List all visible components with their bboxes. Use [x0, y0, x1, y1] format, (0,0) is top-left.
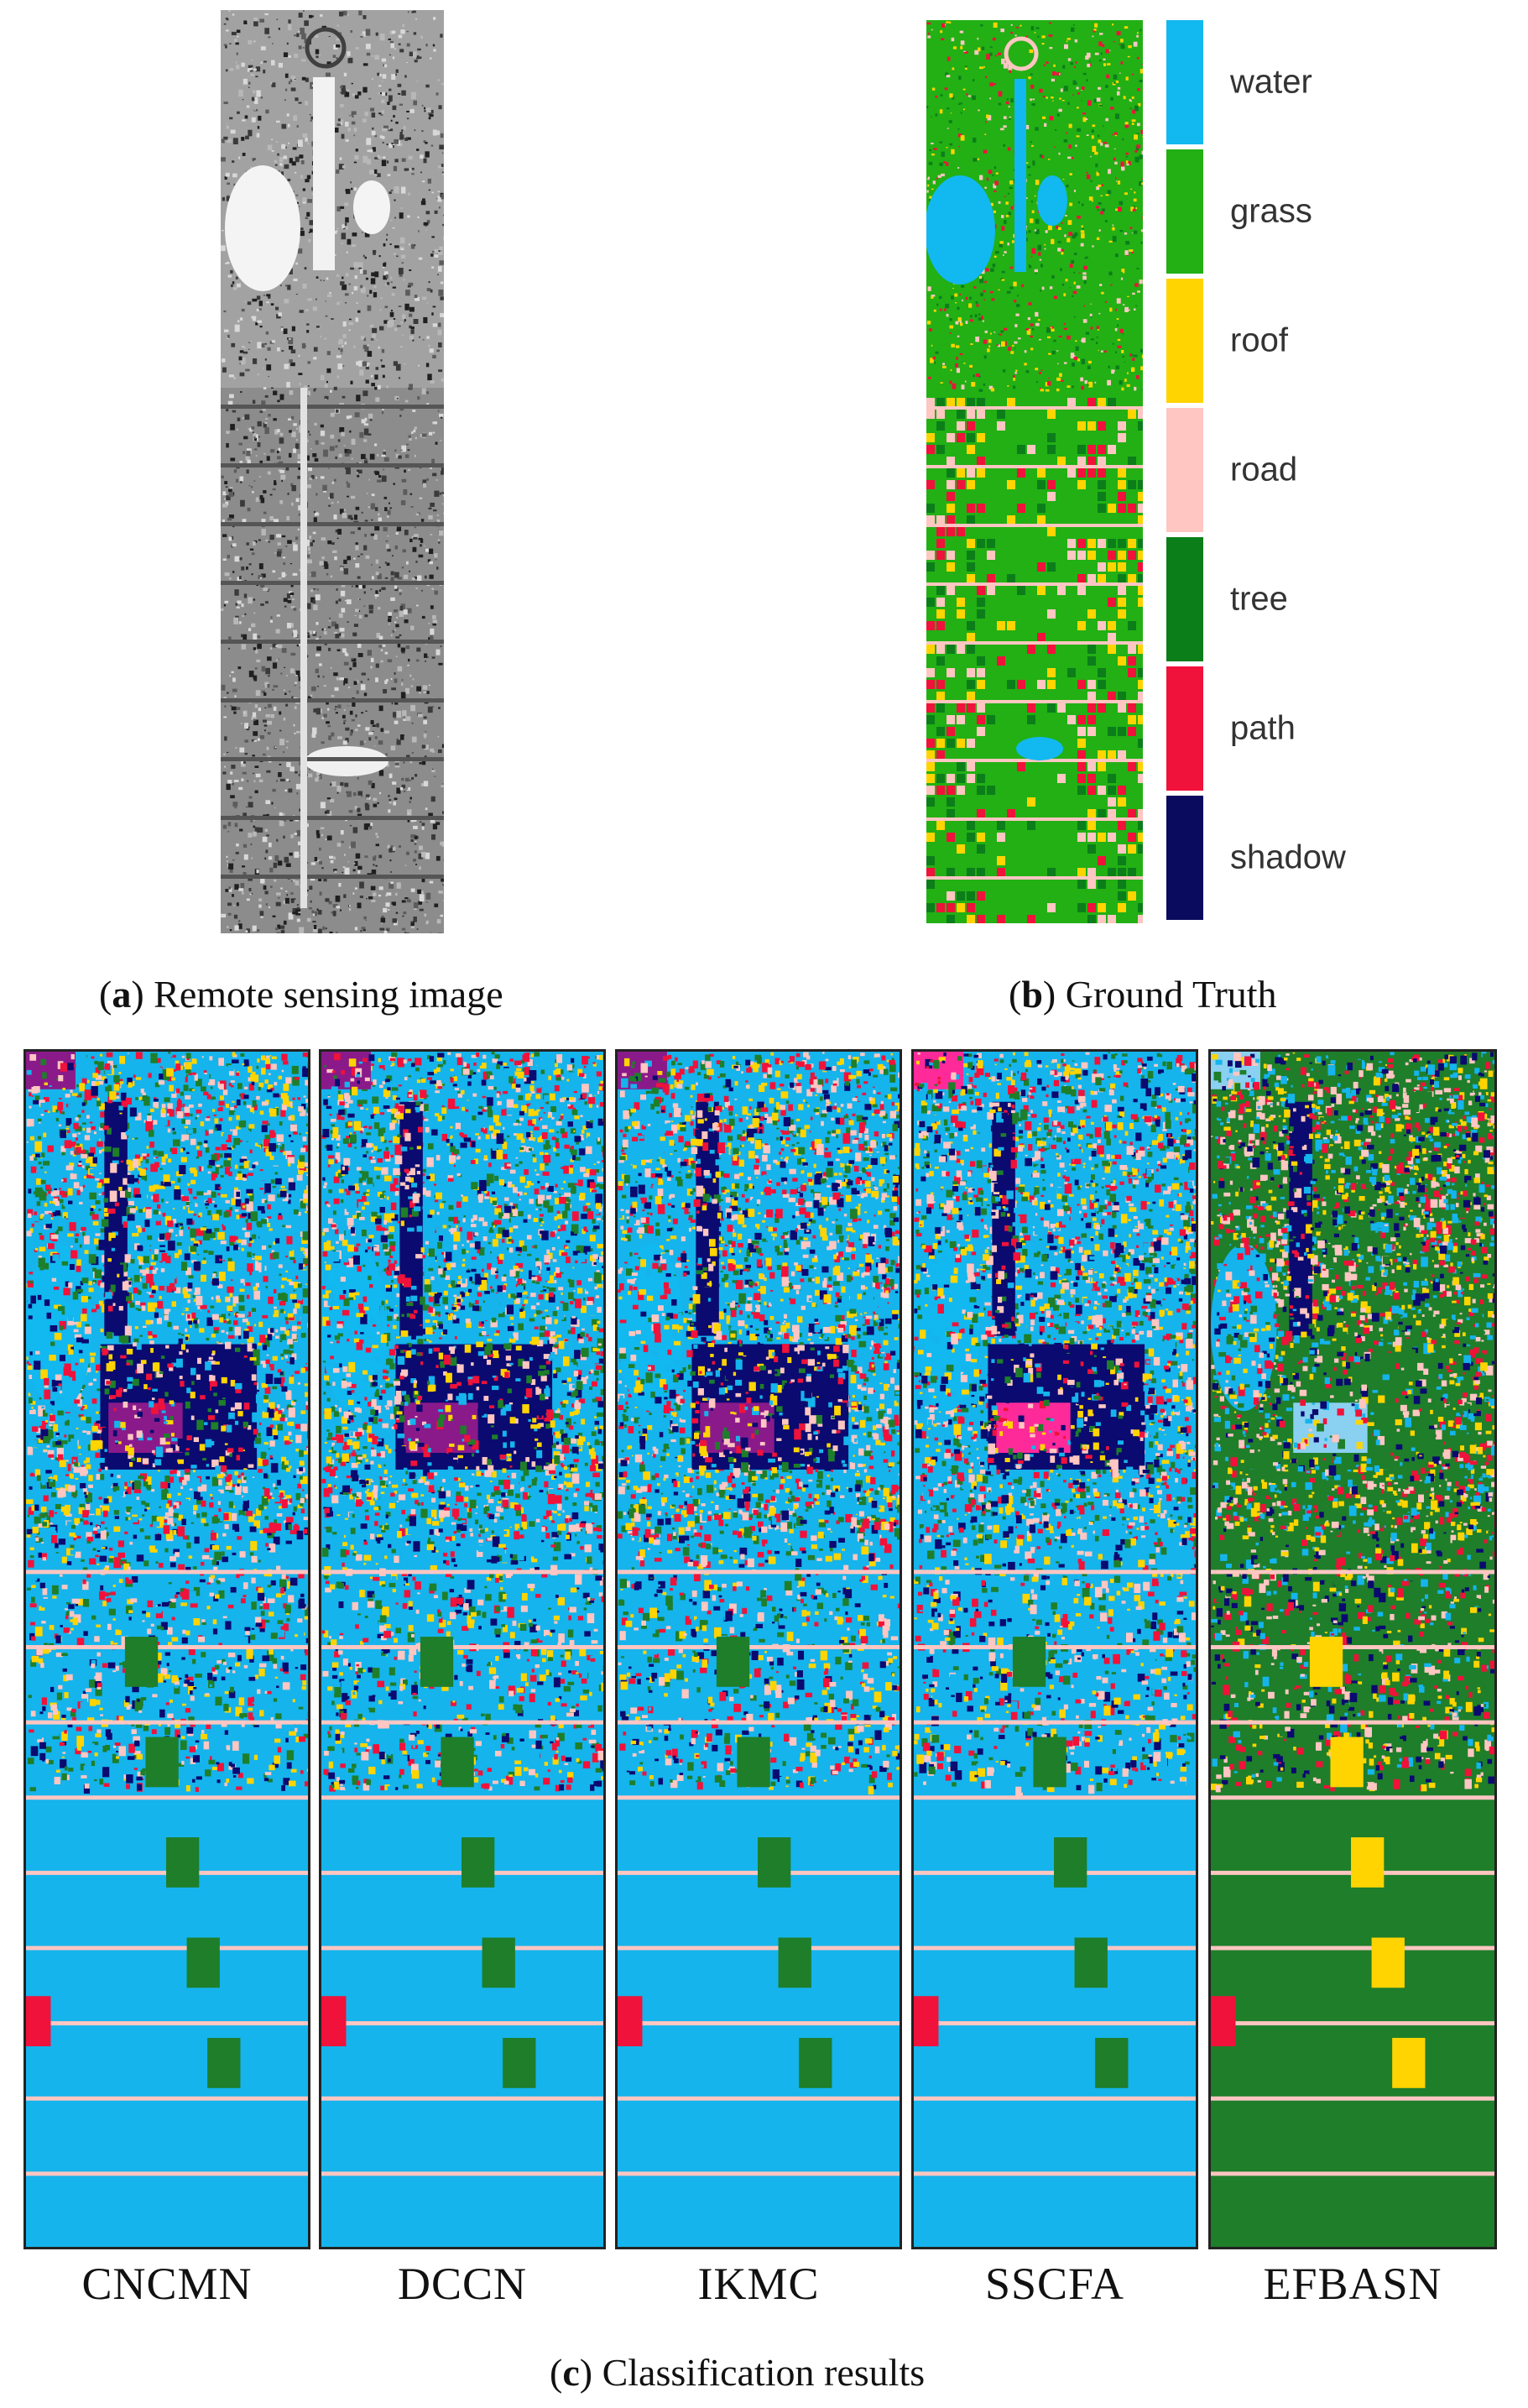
legend-item-shadow: shadow	[1166, 794, 1485, 922]
method-label-efbasn: EFBASN	[1210, 2258, 1495, 2310]
legend-label-roof: roof	[1230, 322, 1288, 360]
caption-b-letter: b	[1021, 973, 1043, 1016]
caption-c-letter: c	[562, 2351, 579, 2394]
legend-item-road: road	[1166, 406, 1485, 534]
ground-truth-map	[926, 20, 1143, 923]
method-label-sscfa: SSCFA	[912, 2258, 1197, 2310]
caption-a-text: Remote sensing image	[154, 973, 503, 1016]
legend-item-roof: roof	[1166, 277, 1485, 405]
result-map-dccn	[319, 1049, 606, 2249]
ground-truth-classification	[926, 20, 1143, 923]
legend-swatch-path	[1166, 666, 1203, 791]
caption-c-text: Classification results	[602, 2351, 926, 2394]
caption-c: (c) Classification results	[550, 2350, 925, 2395]
legend-swatch-grass	[1166, 149, 1203, 274]
legend-swatch-shadow	[1166, 796, 1203, 920]
legend-item-path: path	[1166, 665, 1485, 792]
result-map-cncmn	[23, 1049, 310, 2249]
legend-swatch-water	[1166, 20, 1203, 144]
method-label-cncmn: CNCMN	[24, 2258, 310, 2310]
legend-swatch-tree	[1166, 537, 1203, 661]
legend-swatch-road	[1166, 408, 1203, 532]
caption-b-text: Ground Truth	[1066, 973, 1277, 1016]
grayscale-aerial-image	[221, 10, 444, 933]
method-label-dccn: DCCN	[320, 2258, 605, 2310]
result-map-sscfa	[911, 1049, 1198, 2249]
legend-item-tree: tree	[1166, 535, 1485, 663]
result-map-sscfa-canvas	[914, 1052, 1196, 2247]
caption-a-letter: a	[112, 973, 131, 1016]
result-map-ikmc	[615, 1049, 902, 2249]
remote-sensing-image	[221, 10, 444, 933]
result-map-efbasn	[1208, 1049, 1497, 2249]
legend-label-water: water	[1230, 64, 1312, 102]
legend-label-path: path	[1230, 710, 1296, 748]
result-map-cncmn-canvas	[26, 1052, 308, 2247]
legend: water grass roof road tree path shadow	[1166, 18, 1485, 925]
legend-item-grass: grass	[1166, 148, 1485, 275]
result-map-dccn-canvas	[321, 1052, 603, 2247]
result-map-ikmc-canvas	[618, 1052, 900, 2247]
legend-label-tree: tree	[1230, 581, 1288, 619]
caption-a: (a) Remote sensing image	[99, 972, 503, 1016]
method-label-ikmc: IKMC	[616, 2258, 901, 2310]
legend-label-road: road	[1230, 452, 1297, 489]
legend-label-grass: grass	[1230, 193, 1312, 231]
result-map-efbasn-canvas	[1211, 1052, 1494, 2247]
caption-b: (b) Ground Truth	[1009, 972, 1277, 1016]
legend-label-shadow: shadow	[1230, 839, 1346, 877]
legend-swatch-roof	[1166, 279, 1203, 403]
legend-item-water: water	[1166, 18, 1485, 146]
